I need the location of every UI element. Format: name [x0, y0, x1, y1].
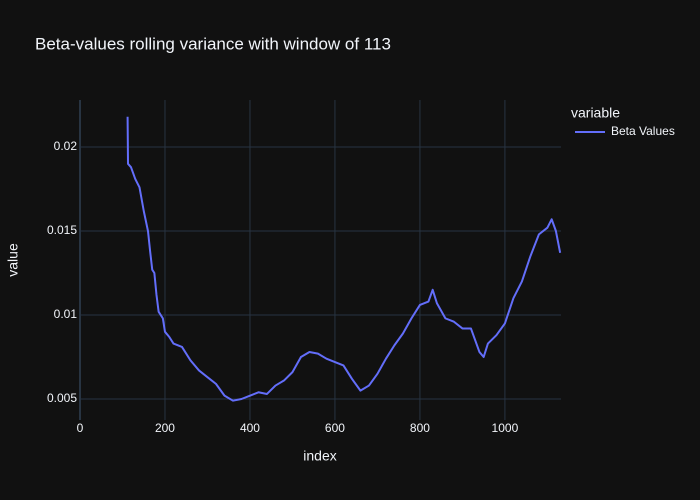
y-axis-title: value [5, 243, 21, 277]
line [126, 116, 562, 402]
x-axis-title: index [303, 448, 336, 464]
x-tick-label: 200 [155, 421, 175, 435]
x-tick-label: 400 [240, 421, 260, 435]
x-tick-label: 0 [77, 421, 84, 435]
legend-label: Beta Values [611, 124, 675, 138]
chart-title: Beta-values rolling variance with window… [35, 34, 391, 53]
x-tick-label: 800 [410, 421, 430, 435]
y-tick-label: 0.005 [47, 391, 77, 405]
x-tick-label: 1000 [492, 421, 519, 435]
y-tick-label: 0.01 [54, 307, 78, 321]
y-tick-label: 0.015 [47, 223, 77, 237]
x-tick-label: 600 [325, 421, 345, 435]
legend-title: variable [571, 105, 620, 121]
y-tick-label: 0.02 [54, 139, 78, 153]
